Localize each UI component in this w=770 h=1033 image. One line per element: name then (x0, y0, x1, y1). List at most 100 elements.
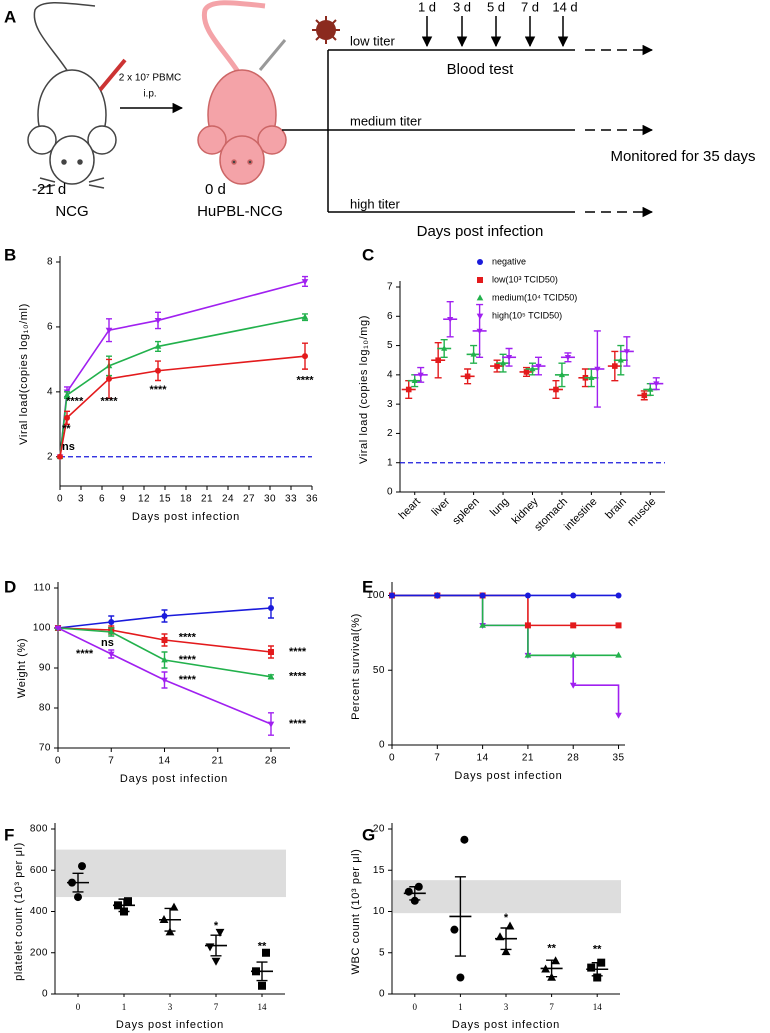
x-tick-label: 1 (122, 1002, 127, 1012)
x-axis-label: Days post infection (116, 1019, 224, 1031)
marker (476, 328, 483, 335)
marker (258, 981, 266, 990)
marker (124, 897, 132, 906)
annotation: * (504, 912, 509, 924)
series-line (59, 280, 306, 457)
marker (154, 318, 162, 325)
marker (411, 377, 418, 383)
marker (524, 651, 532, 658)
marker (106, 375, 112, 382)
annotation: **** (149, 384, 167, 396)
series-step (482, 594, 529, 626)
x-tick-label: heart (397, 496, 423, 522)
timepoint: 7 d (521, 0, 539, 14)
marker (417, 372, 424, 379)
x-tick-label: spleen (450, 496, 481, 527)
x-tick-label: 3 (168, 1002, 173, 1012)
y-tick-label: 600 (30, 865, 48, 876)
x-axis-label: Days post infection (132, 511, 240, 523)
marker (447, 316, 454, 323)
annotation: **** (179, 632, 197, 644)
y-tick-label: 10 (373, 906, 385, 917)
injection-route: i.p. (143, 89, 156, 100)
mouse-label: NCG (55, 203, 88, 220)
x-tick-label: brain (603, 496, 629, 522)
y-tick-label: 5 (387, 340, 393, 351)
marker (617, 356, 624, 363)
panel-label: C (362, 245, 374, 264)
x-axis-label: Days post infection (452, 1019, 560, 1031)
y-axis-label: Weight (%) (16, 638, 28, 698)
marker (570, 622, 577, 629)
x-tick-label: 0 (57, 494, 63, 505)
error-bar (546, 959, 558, 978)
error-bar (454, 876, 466, 957)
marker (641, 392, 648, 399)
panel-label: F (4, 825, 14, 844)
series-step (482, 624, 529, 656)
x-tick-label: 3 (504, 1002, 509, 1012)
x-tick-label: 14 (477, 753, 489, 764)
y-tick-label: 200 (30, 947, 48, 958)
legend-label: low(10³ TCID50) (492, 274, 558, 284)
marker (499, 359, 507, 366)
marker (647, 386, 654, 392)
marker (570, 592, 577, 599)
marker (161, 656, 168, 663)
group-label: high titer (350, 196, 401, 211)
y-tick-label: 80 (39, 703, 51, 714)
series-step (482, 624, 529, 656)
y-tick-label: 1 (387, 457, 393, 468)
timepoint: 3 d (453, 0, 471, 14)
x-tick-label: liver (430, 495, 453, 518)
timepoint: 1 d (418, 0, 436, 14)
y-axis-label: Viral load(copies log₁₀/ml) (18, 303, 30, 445)
y-axis-label: Viral load (copies log₁₀/mg) (358, 315, 370, 464)
blood-test: Blood test (447, 61, 515, 78)
legend-label: negative (492, 256, 526, 266)
y-tick-label: 5 (379, 947, 385, 958)
series-step (573, 684, 620, 716)
x-tick-label: 14 (593, 1002, 603, 1012)
y-tick-label: 20 (373, 824, 385, 835)
y-tick-label: 70 (39, 743, 51, 754)
x-axis-label: Days post infection (454, 770, 562, 782)
marker (267, 605, 274, 611)
x-tick-label: 27 (243, 494, 255, 505)
marker (441, 345, 448, 351)
mouse-hupbl-ncg (197, 0, 287, 185)
x-tick-label: 24 (222, 494, 234, 505)
marker (211, 957, 221, 966)
series-line (57, 627, 272, 678)
y-tick-label: 6 (47, 322, 53, 333)
marker (57, 453, 63, 460)
x-tick-label: 21 (201, 494, 213, 505)
x-tick-label: intestine (562, 496, 599, 533)
marker (615, 651, 622, 658)
marker (267, 673, 275, 680)
x-tick-label: 15 (159, 494, 171, 505)
marker (262, 948, 270, 957)
series-step (437, 594, 484, 626)
marker (450, 925, 459, 934)
marker (594, 366, 601, 373)
x-tick-label: muscle (625, 496, 658, 529)
y-axis-label: Percent survival(%) (350, 613, 362, 720)
y-axis-label: WBC count (10³ per μl) (350, 849, 362, 975)
annotation: * (214, 920, 219, 932)
x-tick-label: 14 (258, 1002, 268, 1012)
series-line (57, 607, 272, 629)
y-axis-label: platelet count (10³ per μl) (13, 842, 25, 981)
x-tick-label: 3 (78, 494, 84, 505)
timepoint: 5 d (487, 0, 505, 14)
x-axis-label: Days post infection (120, 773, 228, 785)
injection-dose: 2 x 10⁷ PBMC (119, 73, 182, 84)
legend-label: medium(10⁴ TCID50) (492, 292, 577, 302)
error-bar (591, 961, 603, 977)
error-bar (409, 886, 421, 901)
series-line (57, 627, 272, 725)
diagram-x-label: Days post infection (417, 223, 544, 240)
marker (523, 369, 530, 375)
y-tick-label: 0 (42, 989, 48, 1000)
